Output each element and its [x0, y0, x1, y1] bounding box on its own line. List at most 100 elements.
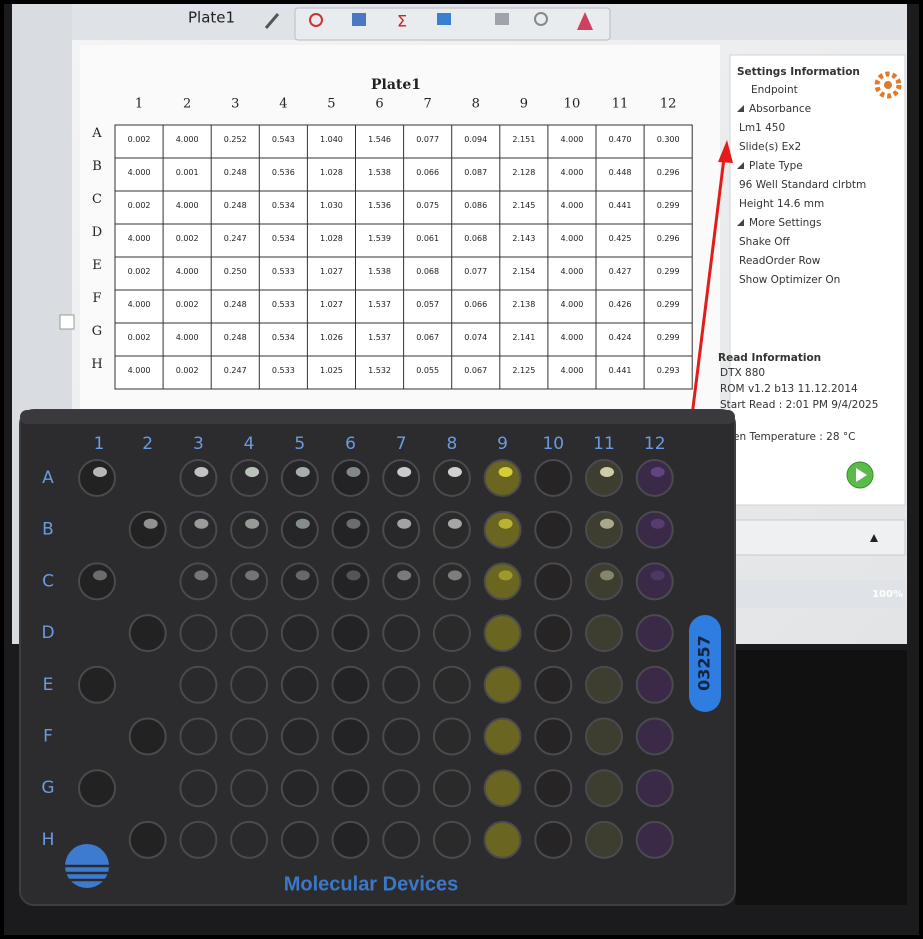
cell-value: 0.426 [609, 300, 632, 309]
well-highlight [650, 518, 665, 529]
well [483, 769, 522, 808]
column-header: 3 [231, 97, 239, 112]
well [483, 717, 522, 756]
well-highlight [143, 518, 158, 529]
cell-value: 0.087 [464, 168, 487, 177]
cell-value: 0.002 [176, 234, 199, 243]
gear-icon [874, 71, 902, 99]
svg-text:Σ: Σ [397, 12, 407, 31]
well [585, 769, 623, 808]
cell-value: 0.299 [657, 201, 680, 210]
cell-value: 0.002 [128, 201, 151, 210]
cell-value: 0.002 [128, 135, 151, 144]
well [280, 614, 319, 653]
well [179, 562, 218, 601]
well [585, 717, 623, 756]
well-highlight [346, 570, 361, 581]
cell-value: 0.248 [224, 201, 247, 210]
row-header: B [92, 159, 102, 174]
well [534, 769, 573, 808]
well-highlight [295, 570, 310, 581]
cell-value: 0.448 [609, 168, 632, 177]
well-highlight [295, 518, 310, 529]
well [230, 562, 269, 601]
well [280, 562, 319, 601]
settings-title: Settings Information [737, 66, 860, 78]
barcode: 03257 [695, 635, 714, 691]
well [635, 769, 674, 808]
cell-value: 2.151 [512, 135, 535, 144]
cell-value: 0.424 [609, 333, 632, 342]
plate-column-label: 6 [345, 434, 356, 454]
row-header: D [92, 225, 102, 240]
well [179, 769, 218, 808]
cell-value: 0.077 [416, 135, 439, 144]
cell-value: 1.030 [320, 201, 343, 210]
column-header: 6 [375, 97, 383, 112]
column-header: 12 [660, 97, 677, 112]
cell-value: 1.538 [368, 267, 391, 276]
well-highlight [498, 467, 513, 477]
well [534, 820, 573, 859]
well [585, 510, 623, 549]
cell-value: 0.068 [416, 267, 439, 276]
well [128, 717, 167, 756]
well [432, 717, 471, 756]
plate-column-label: 8 [446, 434, 457, 454]
cell-value: 4.000 [560, 201, 583, 210]
well [534, 459, 573, 497]
settings-heading: Absorbance [749, 103, 811, 115]
settings-heading: Plate Type [749, 160, 803, 172]
cell-value: 0.077 [464, 267, 487, 276]
plate-row-label: A [42, 468, 54, 488]
well [280, 665, 319, 704]
well [331, 510, 370, 549]
well [230, 459, 269, 497]
expand-triangle [737, 105, 744, 112]
cell-value: 1.536 [368, 201, 391, 210]
well [331, 459, 370, 497]
cell-value: 0.247 [224, 366, 247, 375]
well-highlight [600, 570, 614, 581]
well [382, 665, 421, 704]
plate-rim [20, 410, 735, 424]
cell-value: 4.000 [128, 168, 151, 177]
well [331, 665, 370, 704]
cell-value: 0.299 [657, 267, 680, 276]
well [280, 717, 319, 756]
well [432, 769, 471, 808]
plate-column-label: 5 [294, 434, 305, 454]
column-header: 10 [564, 97, 581, 112]
well [230, 510, 269, 549]
well-highlight [194, 467, 209, 477]
cell-value: 4.000 [176, 135, 199, 144]
cell-value: 0.248 [224, 333, 247, 342]
well-highlight [295, 467, 310, 477]
well-highlight [397, 570, 412, 581]
cell-value: 4.000 [560, 300, 583, 309]
well [280, 510, 319, 549]
plate-body [19, 409, 736, 906]
well [635, 614, 674, 653]
plate-column-label: 3 [193, 434, 204, 454]
cell-value: 4.000 [128, 300, 151, 309]
well-highlight [194, 570, 209, 581]
well [635, 459, 674, 497]
read-info-line: DTX 880 [720, 367, 765, 379]
well [534, 510, 573, 549]
well [179, 665, 218, 704]
tab-title: Plate1 [188, 9, 235, 27]
cell-value: 0.247 [224, 234, 247, 243]
column-header: 9 [520, 97, 528, 112]
cell-value: 1.027 [320, 300, 343, 309]
well [483, 665, 522, 704]
cell-value: 1.532 [368, 366, 391, 375]
well [179, 614, 218, 653]
column-header: 8 [472, 97, 480, 112]
well [179, 820, 218, 859]
cell-value: 1.028 [320, 234, 343, 243]
cell-value: 0.296 [657, 168, 680, 177]
well [382, 459, 421, 497]
cell-value: 0.094 [464, 135, 487, 144]
cell-value: 1.040 [320, 135, 343, 144]
